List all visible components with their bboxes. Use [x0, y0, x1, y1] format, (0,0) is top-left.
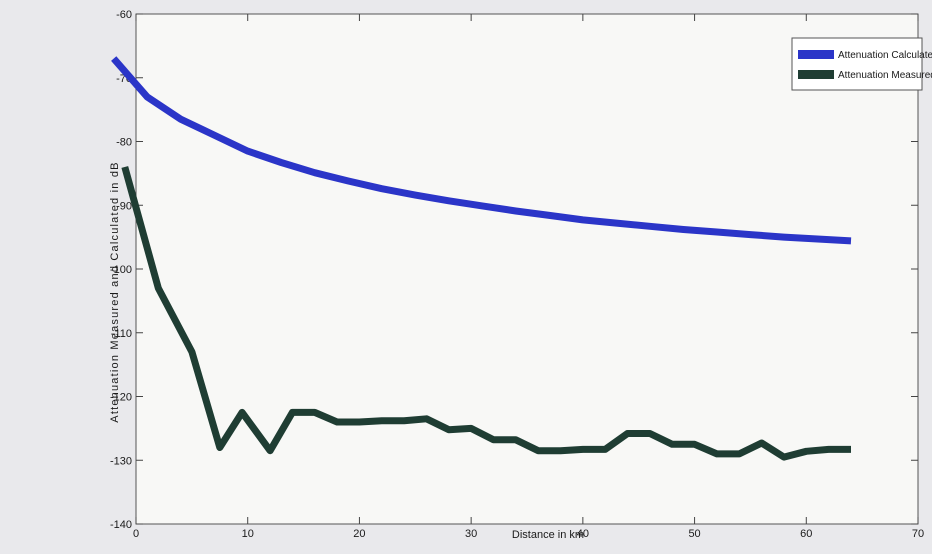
- x-tick-label: 10: [242, 528, 254, 540]
- y-tick-label: -110: [111, 328, 132, 340]
- x-tick-label: 70: [912, 528, 924, 540]
- x-tick-label: 20: [353, 528, 365, 540]
- y-tick-label: -80: [116, 137, 132, 149]
- series-lines: [111, 56, 852, 461]
- y-tick-label: -120: [110, 392, 132, 404]
- legend-label-calculated: Attenuation Calculated: [838, 50, 932, 61]
- series-line-calculated: [111, 56, 852, 245]
- axis-ticks: 0 10 20 30 40 50 60 70 -140 -130 -120 -110 -100 -90 -8…: [110, 9, 924, 540]
- legend-label-measured: Attenuation Measured: [838, 70, 932, 81]
- legend: Attenuation Calculated Attenuation Measu…: [791, 37, 932, 91]
- x-tick-label: 0: [133, 528, 139, 540]
- y-tick-label: -60: [116, 9, 132, 21]
- y-tick-label: -100: [110, 264, 132, 276]
- y-tick-label: -90: [116, 200, 132, 212]
- y-axis-title: Attenuation Measured and Calculated in d…: [109, 161, 121, 422]
- x-tick-label: 40: [577, 528, 589, 540]
- series-line-measured: [121, 166, 851, 461]
- x-tick-label: 30: [465, 528, 477, 540]
- y-tick-label: -140: [110, 519, 132, 531]
- legend-box: [791, 37, 923, 91]
- plot-area: [135, 13, 919, 525]
- y-tick-label: -130: [110, 455, 132, 467]
- legend-swatch-calculated: [798, 50, 834, 59]
- legend-swatch-measured: [798, 70, 834, 79]
- x-tick-label: 60: [800, 528, 812, 540]
- x-axis-title: Distance in km: [512, 529, 584, 541]
- x-tick-label: 50: [688, 528, 700, 540]
